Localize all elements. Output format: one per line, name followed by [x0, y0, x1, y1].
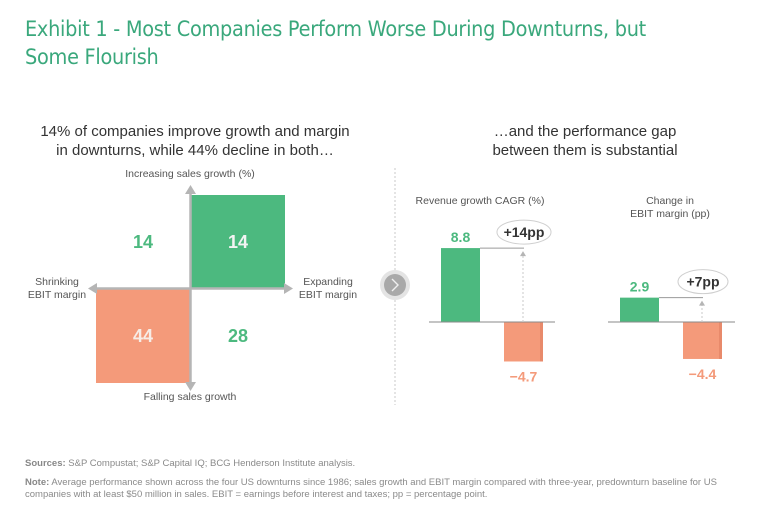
- axis-label-right-line1: Expanding: [303, 276, 353, 288]
- bar-positive: [620, 297, 659, 322]
- arrow-right-icon: [284, 283, 293, 294]
- next-arrow-button[interactable]: [380, 270, 410, 300]
- chart2-title-line2: EBIT margin (pp): [630, 208, 710, 220]
- gap-label: +7pp: [686, 274, 719, 290]
- gap-arrow-icon: [520, 251, 526, 257]
- chart2-title-line1: Change in: [646, 195, 694, 207]
- quadrant-top-right-value: 14: [228, 232, 248, 252]
- quadrant-top-left-value: 14: [133, 232, 153, 252]
- chart2-title: Change in EBIT margin (pp): [600, 195, 740, 221]
- bar-negative-edge: [719, 322, 722, 359]
- bar-negative-edge: [540, 322, 543, 362]
- axis-label-left: Shrinking EBIT margin: [22, 276, 92, 302]
- sources-text: S&P Compustat; S&P Capital IQ; BCG Hende…: [65, 458, 356, 469]
- quadrant-bottom-left-square: [96, 289, 190, 383]
- bar-negative: [504, 322, 543, 362]
- axis-label-right-line2: EBIT margin: [298, 289, 358, 301]
- axis-label-bottom: Falling sales growth: [143, 391, 237, 403]
- left-subtitle: 14% of companies improve growth and marg…: [20, 122, 370, 160]
- bar-negative: [683, 322, 722, 359]
- bar-positive: [441, 248, 480, 322]
- exhibit-title: Exhibit 1 - Most Companies Perform Worse…: [25, 17, 646, 69]
- footnote: Note: Average performance shown across t…: [25, 477, 745, 501]
- sources-note: Sources: S&P Compustat; S&P Capital IQ; …: [25, 458, 745, 470]
- note-label: Note:: [25, 477, 50, 488]
- axis-label-left-line1: Shrinking: [35, 276, 79, 288]
- bar-positive-label: 2.9: [630, 279, 650, 295]
- bar-negative-label: −4.4: [689, 366, 717, 382]
- quadrant-bottom-left-value: 44: [133, 326, 153, 346]
- gap-badge: [496, 219, 552, 245]
- gap-arrow-icon: [699, 300, 705, 306]
- gap-label: +14pp: [504, 224, 545, 240]
- bar-positive-label: 8.8: [451, 229, 471, 245]
- left-subtitle-line1: 14% of companies improve growth and marg…: [40, 123, 350, 140]
- chart1-title: Revenue growth CAGR (%): [415, 195, 545, 207]
- bar-negative-label: −4.7: [510, 368, 538, 384]
- arrow-down-icon: [185, 382, 196, 391]
- note-text: Average performance shown across the fou…: [25, 477, 717, 500]
- right-subtitle-line2: between them is substantial: [492, 142, 678, 159]
- gap-badge: [677, 269, 729, 295]
- right-subtitle: …and the performance gap between them is…: [420, 122, 750, 160]
- arrow-up-icon: [185, 185, 196, 194]
- revenue-growth-chart: 8.8 −4.7 +14pp: [429, 219, 555, 384]
- axis-label-left-line2: EBIT margin: [27, 289, 87, 301]
- axis-label-right: Expanding EBIT margin: [292, 276, 364, 302]
- sources-label: Sources:: [25, 458, 66, 469]
- ebit-margin-chart: 2.9 −4.4 +7pp: [608, 269, 735, 382]
- arrow-left-icon: [88, 283, 97, 294]
- right-subtitle-line1: …and the performance gap: [493, 123, 677, 140]
- chevron-right-icon: [391, 278, 399, 292]
- left-subtitle-line2: in downturns, while 44% decline in both…: [56, 142, 334, 159]
- quadrant-bottom-right-value: 28: [228, 326, 248, 346]
- quadrant-top-right-square: [191, 195, 285, 288]
- axis-label-top: Increasing sales growth (%): [125, 168, 255, 180]
